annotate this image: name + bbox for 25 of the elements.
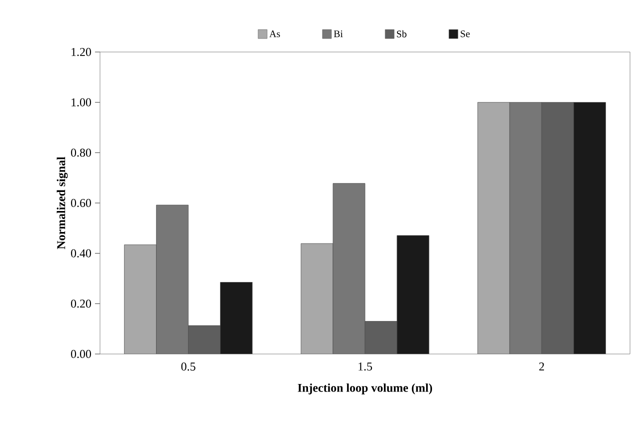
y-tick-label: 1.20 bbox=[72, 48, 92, 56]
legend-label: Se bbox=[460, 30, 470, 38]
y-tick-label: 0.60 bbox=[71, 198, 92, 208]
bar bbox=[300, 243, 334, 354]
y-tick-label: 0.40 bbox=[71, 249, 92, 258]
bar bbox=[332, 183, 366, 354]
y-tick-label: 1.00 bbox=[72, 98, 92, 106]
y-tick-label: 0.00 bbox=[71, 350, 92, 358]
bar bbox=[509, 102, 542, 354]
y-tick-label: 0.80 bbox=[71, 148, 92, 157]
bar bbox=[124, 244, 157, 354]
bar bbox=[477, 102, 510, 354]
bar bbox=[396, 235, 430, 354]
x-tick-label: 0.5 bbox=[181, 362, 196, 371]
legend-label: As bbox=[269, 30, 280, 38]
y-axis-title: Normalized signal bbox=[56, 156, 68, 250]
legend-label: Sb bbox=[396, 30, 406, 38]
x-axis-title: Injection loop volume (ml) bbox=[298, 383, 432, 394]
bar bbox=[573, 102, 606, 354]
bar bbox=[220, 282, 253, 354]
x-tick-label: 1.5 bbox=[358, 362, 372, 371]
x-tick-label: 2 bbox=[539, 362, 544, 370]
legend-label: Bi bbox=[334, 30, 343, 38]
bar bbox=[156, 204, 189, 354]
y-tick-label: 0.20 bbox=[71, 300, 92, 308]
